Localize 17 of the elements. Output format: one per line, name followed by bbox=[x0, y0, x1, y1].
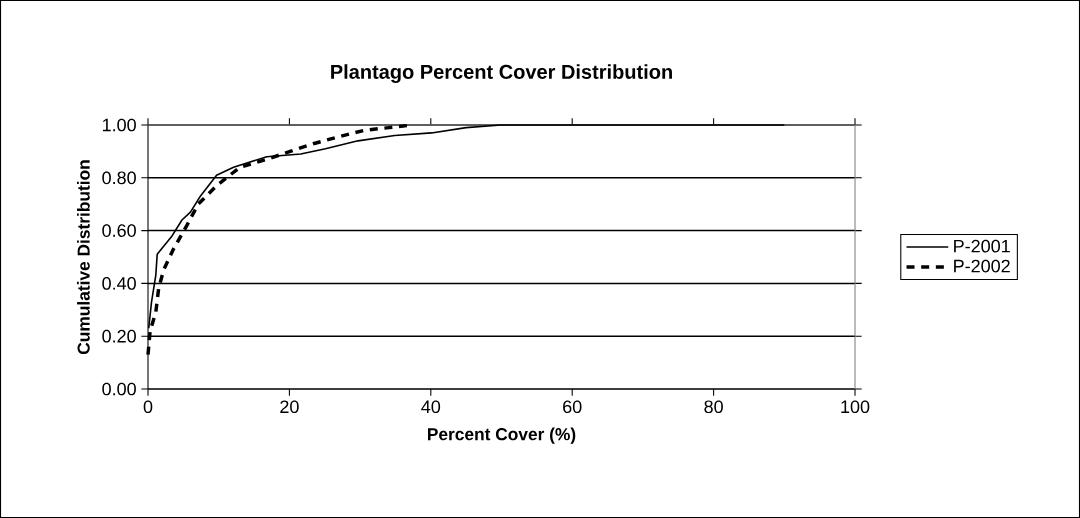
x-tick-label: 80 bbox=[704, 400, 723, 414]
x-tick-label: 40 bbox=[421, 400, 441, 414]
y-tick-label: 0.40 bbox=[102, 277, 136, 290]
legend-label: P-2002 bbox=[954, 259, 1010, 273]
x-tick-label: 60 bbox=[563, 400, 582, 414]
y-tick-label: 0.20 bbox=[102, 329, 136, 343]
x-tick-label: 0 bbox=[143, 400, 153, 414]
y-tick-label: 0.80 bbox=[102, 171, 136, 185]
legend-label: P-2001 bbox=[954, 239, 1010, 253]
y-tick-label: 1.00 bbox=[102, 118, 136, 132]
chart-title: Plantago Percent Cover Distribution bbox=[331, 64, 672, 83]
x-axis-title: Percent Cover (%) bbox=[428, 427, 576, 444]
x-tick-label: 100 bbox=[841, 400, 870, 414]
x-tick-label: 20 bbox=[280, 400, 299, 414]
y-tick-label: 0.60 bbox=[102, 224, 136, 237]
y-tick-label: 0.00 bbox=[102, 382, 136, 396]
y-axis-title: Cumulative Distribution bbox=[77, 160, 90, 355]
